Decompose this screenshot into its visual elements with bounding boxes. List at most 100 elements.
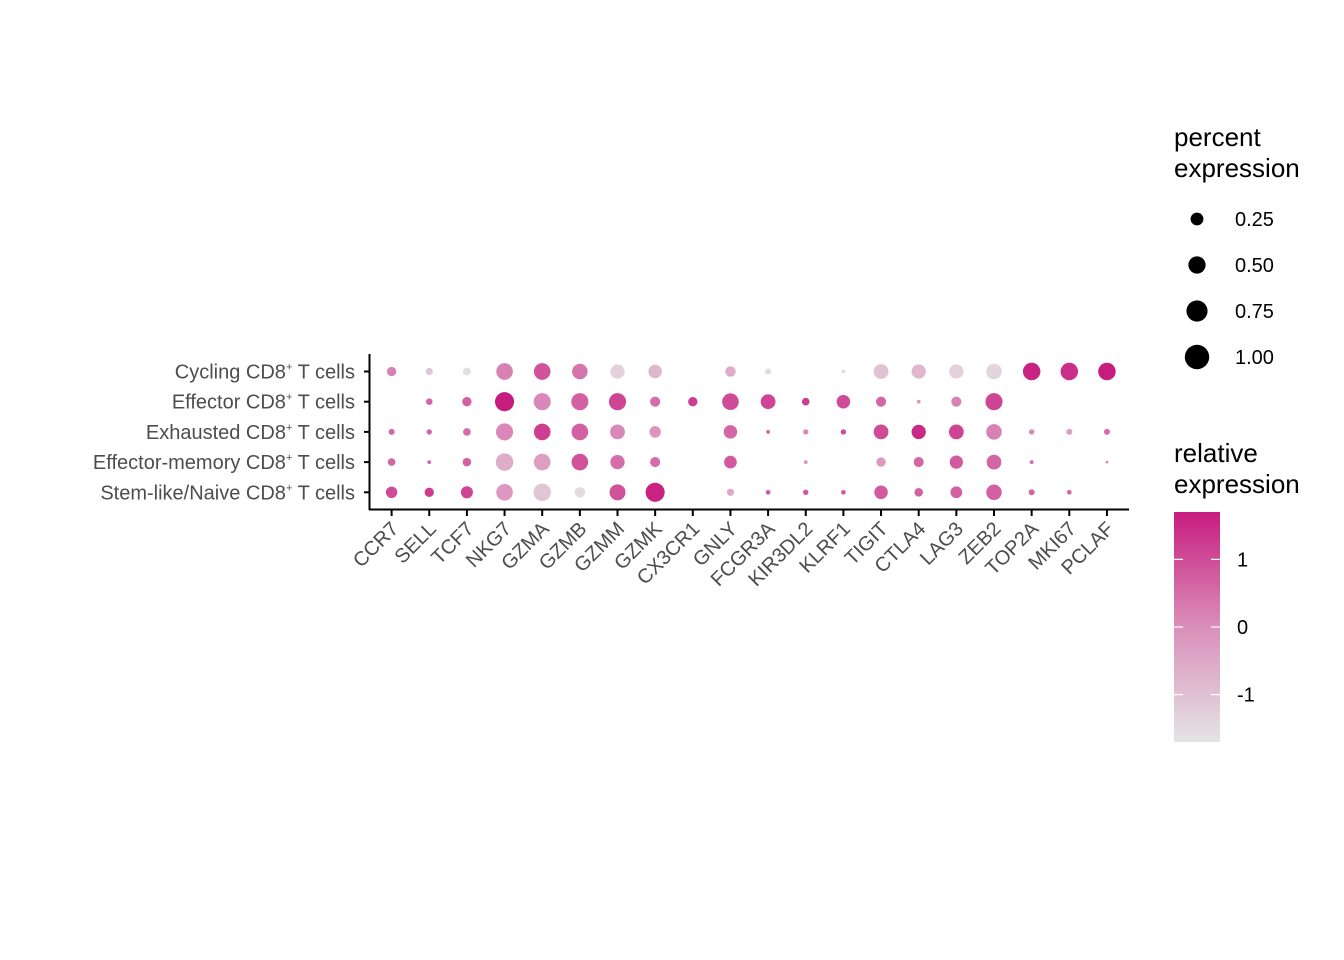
dot-kir3dl2-row1 — [801, 397, 810, 406]
dot-gzmk-row0 — [648, 364, 662, 379]
dot-fcgr3a-row1 — [760, 394, 776, 410]
dot-tcf7-row4 — [460, 486, 473, 499]
dot-tigit-row3 — [876, 457, 886, 467]
dot-ccr7-row4 — [385, 486, 398, 499]
dot-sell-row2 — [426, 429, 432, 435]
color-legend-label: 0 — [1237, 617, 1248, 639]
dot-top2a-row0 — [1022, 362, 1041, 381]
dot-ctla4-row3 — [913, 457, 924, 468]
dot-tcf7-row0 — [462, 367, 471, 376]
dot-zeb2-row2 — [986, 424, 1002, 440]
dot-gnly-row1 — [722, 393, 739, 411]
dot-kir3dl2-row4 — [803, 489, 809, 495]
dot-klrf1-row4 — [841, 489, 846, 495]
dot-mki67-row4 — [1066, 489, 1072, 495]
size-legend-title-line1: percent — [1174, 122, 1261, 152]
dot-gnly-row0 — [725, 366, 736, 377]
dot-mki67-row2 — [1066, 428, 1073, 435]
dot-tcf7-row3 — [462, 457, 472, 467]
color-legend-ticks: 1 0 -1 — [1174, 549, 1255, 707]
dot-gzmb-row1 — [571, 393, 589, 411]
dot-gzmb-row2 — [571, 423, 589, 441]
dot-tcf7-row1 — [462, 397, 472, 407]
dot-klrf1-row2 — [840, 429, 847, 435]
dot-top2a-row2 — [1028, 429, 1035, 435]
dot-tcf7-row2 — [463, 428, 471, 436]
dot-ctla4-row4 — [914, 488, 923, 497]
dot-nkg7-row1 — [495, 392, 515, 412]
dot-gzma-row0 — [533, 363, 551, 380]
dot-tigit-row2 — [873, 424, 889, 440]
dot-fcgr3a-row4 — [765, 489, 771, 495]
dot-zeb2-row0 — [986, 363, 1002, 380]
dot-mki67-row0 — [1060, 362, 1079, 381]
dot-nkg7-row3 — [495, 453, 514, 471]
dot-lag3-row1 — [951, 396, 962, 407]
dot-gzmk-row4 — [645, 482, 665, 502]
dot-kir3dl2-row3 — [803, 460, 808, 465]
dot-pclaf-row3 — [1105, 460, 1109, 464]
dot-gzmb-row4 — [574, 487, 586, 498]
dot-gzmb-row3 — [571, 453, 589, 471]
dot-gzmm-row1 — [608, 393, 627, 411]
color-legend-title-line1: relative — [1174, 438, 1258, 468]
dot-gnly-row4 — [726, 488, 735, 496]
dot-pclaf-row0 — [1098, 362, 1116, 381]
dot-gzma-row2 — [533, 423, 551, 441]
dot-gzma-row1 — [533, 393, 551, 411]
dot-zeb2-row3 — [986, 454, 1002, 470]
dot-zeb2-row4 — [986, 484, 1002, 501]
color-legend: relative expression 1 0 -1 — [1174, 438, 1300, 742]
size-legend-dot — [1184, 344, 1210, 370]
size-legend-label: 1.00 — [1235, 347, 1274, 369]
dot-lag3-row4 — [950, 486, 963, 499]
dot-gnly-row2 — [723, 425, 738, 439]
dot-top2a-row3 — [1029, 460, 1034, 465]
y-label-row1: Effector CD8+ T cells — [172, 392, 355, 414]
color-legend-label: 1 — [1237, 549, 1248, 571]
dot-lag3-row3 — [949, 455, 963, 469]
dot-ctla4-row1 — [916, 399, 921, 404]
y-label-row3: Effector-memory CD8+ T cells — [93, 452, 355, 474]
size-legend-dot — [1190, 212, 1204, 226]
size-legend-label: 0.75 — [1235, 301, 1274, 323]
dot-nkg7-row0 — [496, 363, 513, 380]
dot-tigit-row0 — [873, 364, 889, 379]
size-legend-label: 0.25 — [1235, 209, 1274, 231]
dot-fcgr3a-row0 — [765, 368, 772, 375]
size-legend-label: 0.50 — [1235, 255, 1274, 277]
size-legend-items: 0.25 0.50 0.75 1.00 — [1184, 209, 1274, 370]
x-label-sell: SELL — [391, 518, 441, 568]
dot-gzmb-row0 — [572, 363, 588, 380]
dot-nkg7-row2 — [496, 423, 514, 441]
y-label-row4: Stem-like/Naive CD8+ T cells — [100, 482, 355, 504]
dot-gzmm-row3 — [610, 454, 625, 470]
x-axis-labels: CCR7SELLTCF7NKG7GZMAGZMBGZMMGZMKCX3CR1GN… — [349, 518, 1118, 591]
dot-gzma-row4 — [533, 483, 551, 502]
dot-sell-row1 — [425, 398, 433, 406]
dot-gzmm-row4 — [609, 484, 626, 501]
dot-ctla4-row2 — [911, 424, 926, 440]
x-label-lag3: LAG3 — [916, 518, 968, 570]
dot-pclaf-row2 — [1103, 428, 1110, 435]
y-axis-labels: Cycling CD8+ T cells Effector CD8+ T cell… — [93, 362, 355, 505]
plot-panel: Cycling CD8+ T cells Effector CD8+ T cell… — [93, 354, 1129, 591]
size-legend-title-line2: expression — [1174, 153, 1300, 183]
dot-ccr7-row2 — [388, 428, 395, 435]
dot-klrf1-row1 — [836, 394, 851, 409]
dot-lag3-row0 — [949, 364, 964, 379]
dot-kir3dl2-row2 — [803, 429, 809, 435]
dots-layer — [385, 362, 1116, 502]
dot-gzmk-row2 — [649, 426, 661, 438]
dot-gzma-row3 — [533, 453, 551, 471]
y-axis-ticks — [364, 370, 369, 494]
dot-gzmk-row3 — [650, 457, 661, 468]
dot-lag3-row2 — [948, 424, 964, 440]
dot-cx3cr1-row1 — [688, 397, 698, 407]
size-legend: percent expression 0.25 0.50 0.75 1.00 — [1174, 122, 1300, 370]
dot-ccr7-row0 — [386, 366, 397, 377]
dot-sell-row3 — [427, 460, 432, 465]
dot-gzmk-row1 — [650, 396, 661, 407]
dot-tigit-row1 — [875, 396, 887, 407]
